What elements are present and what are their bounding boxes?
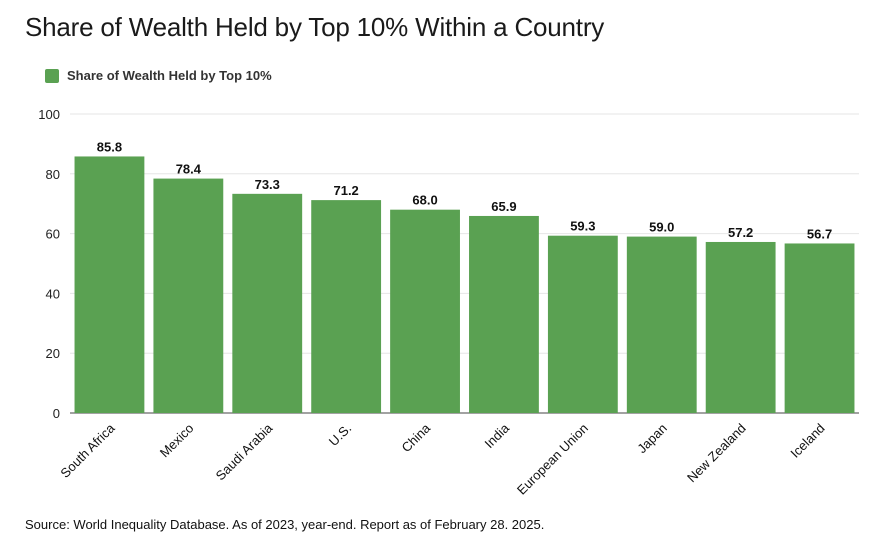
y-tick-label: 100 (38, 107, 60, 122)
x-axis: South Africa Mexico Saudi Arabia U.S. China I… (57, 420, 827, 498)
data-label: 78.4 (176, 162, 202, 177)
data-label: 85.8 (97, 139, 122, 154)
x-tick-label: Saudi Arabia (213, 420, 276, 483)
bar (311, 200, 382, 413)
data-label: 59.0 (649, 220, 674, 235)
bar (232, 193, 303, 413)
bar (74, 156, 145, 413)
legend-swatch (45, 68, 59, 83)
x-tick-label: Mexico (157, 421, 197, 461)
source-note: Source: World Inequality Database. As of… (25, 517, 545, 532)
x-tick-label: India (482, 420, 513, 451)
bar (390, 209, 460, 413)
y-tick-label: 40 (46, 286, 60, 301)
x-tick-label: Iceland (787, 421, 827, 461)
data-label: 71.2 (333, 183, 358, 198)
data-label: 56.7 (807, 226, 832, 241)
data-labels: 85.8 78.4 73.3 71.2 68.0 65.9 59.3 59.0 57.2 56.7 (97, 139, 832, 241)
x-tick-label: New Zealand (684, 421, 749, 486)
bar (705, 241, 776, 413)
chart-legend: Share of Wealth Held by Top 10% (45, 68, 272, 83)
x-tick-label: European Union (514, 421, 591, 498)
bars (74, 156, 855, 413)
y-tick-label: 80 (46, 167, 60, 182)
data-label: 57.2 (728, 225, 753, 240)
data-label: 68.0 (412, 193, 437, 208)
legend-label: Share of Wealth Held by Top 10% (67, 68, 272, 83)
x-tick-label: Japan (634, 421, 670, 457)
bar (784, 243, 855, 413)
y-tick-label: 60 (46, 227, 60, 242)
data-label: 73.3 (255, 177, 280, 192)
chart-title: Share of Wealth Held by Top 10% Within a… (25, 12, 605, 42)
y-tick-label: 0 (53, 406, 60, 421)
x-tick-label: South Africa (57, 420, 118, 481)
bar (469, 215, 539, 413)
y-tick-label: 20 (46, 346, 60, 361)
x-tick-label: U.S. (326, 421, 354, 449)
bar (153, 178, 224, 413)
x-tick-label: China (399, 420, 434, 455)
data-label: 65.9 (491, 199, 516, 214)
bar (547, 235, 618, 413)
y-axis: 0 20 40 60 80 100 (38, 107, 60, 421)
bar (626, 236, 697, 413)
data-label: 59.3 (570, 219, 595, 234)
